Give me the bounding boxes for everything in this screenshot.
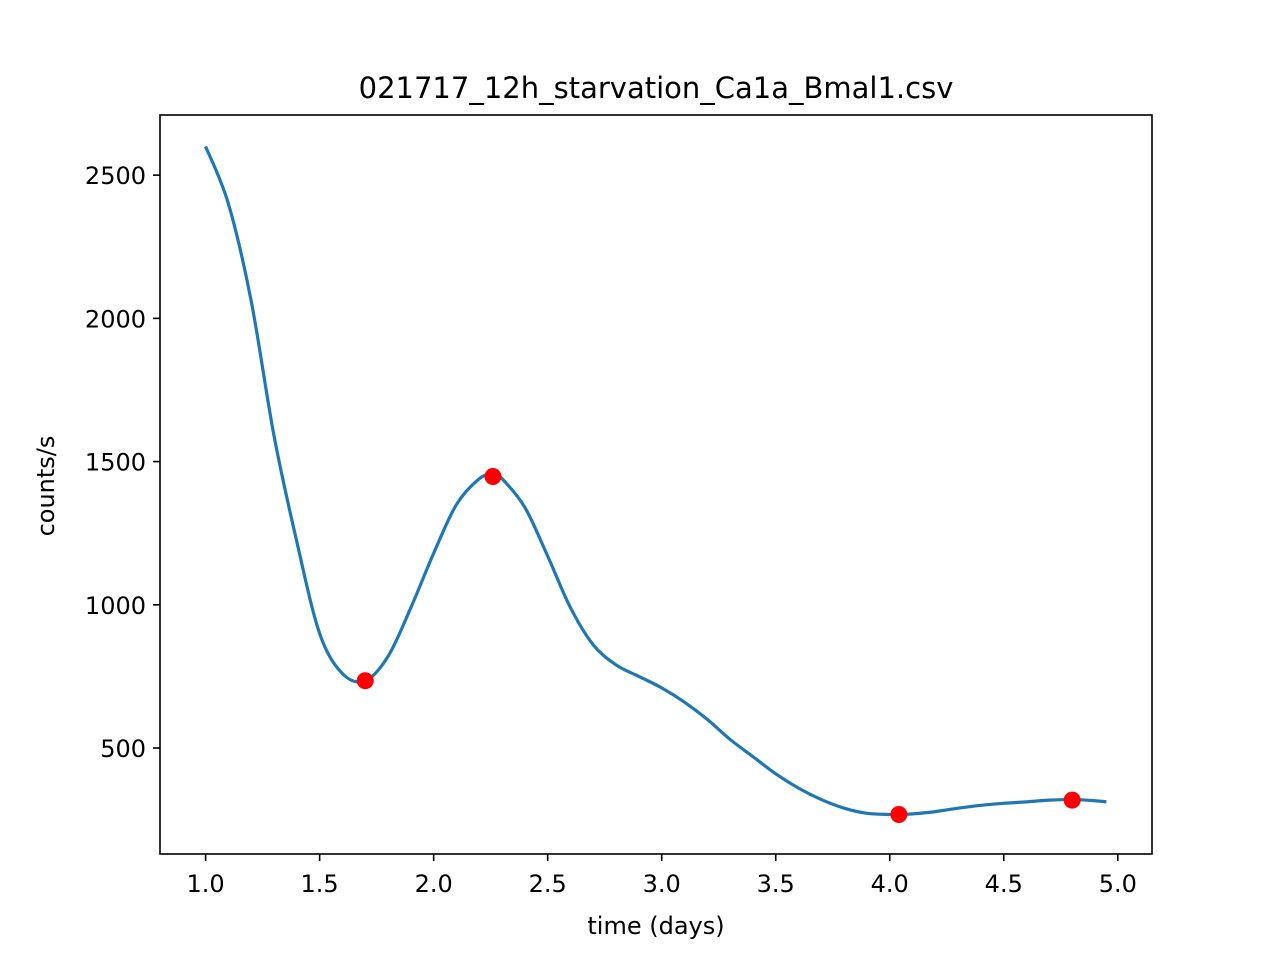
y-tick-label: 1500	[85, 449, 146, 477]
x-tick-label: 2.0	[415, 870, 453, 898]
y-axis-label: counts/s	[32, 436, 60, 537]
x-tick-label: 2.5	[529, 870, 567, 898]
x-tick-label: 3.0	[643, 870, 681, 898]
x-tick-label: 1.5	[301, 870, 339, 898]
plot-area	[204, 145, 1107, 823]
x-axis-label: time (days)	[587, 912, 724, 940]
marker-point-0	[356, 672, 374, 690]
x-tick-label: 1.0	[187, 870, 225, 898]
axes: 1.0 1.5 2.0 2.5 3.0 3.5 4.0 4.5 5.0 500 1000 1500 20…	[85, 114, 1153, 898]
marker-point-1	[484, 467, 502, 485]
y-tick-label: 1000	[85, 592, 146, 620]
y-tick-label: 2000	[85, 305, 146, 333]
x-tick-label: 4.5	[985, 870, 1023, 898]
chart-title: 021717_12h_starvation_Ca1a_Bmal1.csv	[359, 71, 954, 105]
x-tick-label: 5.0	[1099, 870, 1137, 898]
x-tick-label: 3.5	[757, 870, 795, 898]
marker-point-3	[1063, 791, 1081, 809]
axes-frame	[159, 114, 1153, 855]
series-line-0	[204, 145, 1107, 817]
marker-point-2	[890, 805, 908, 823]
x-tick-label: 4.0	[871, 870, 909, 898]
y-tick-label: 2500	[85, 162, 146, 190]
y-tick-label: 500	[100, 735, 146, 763]
